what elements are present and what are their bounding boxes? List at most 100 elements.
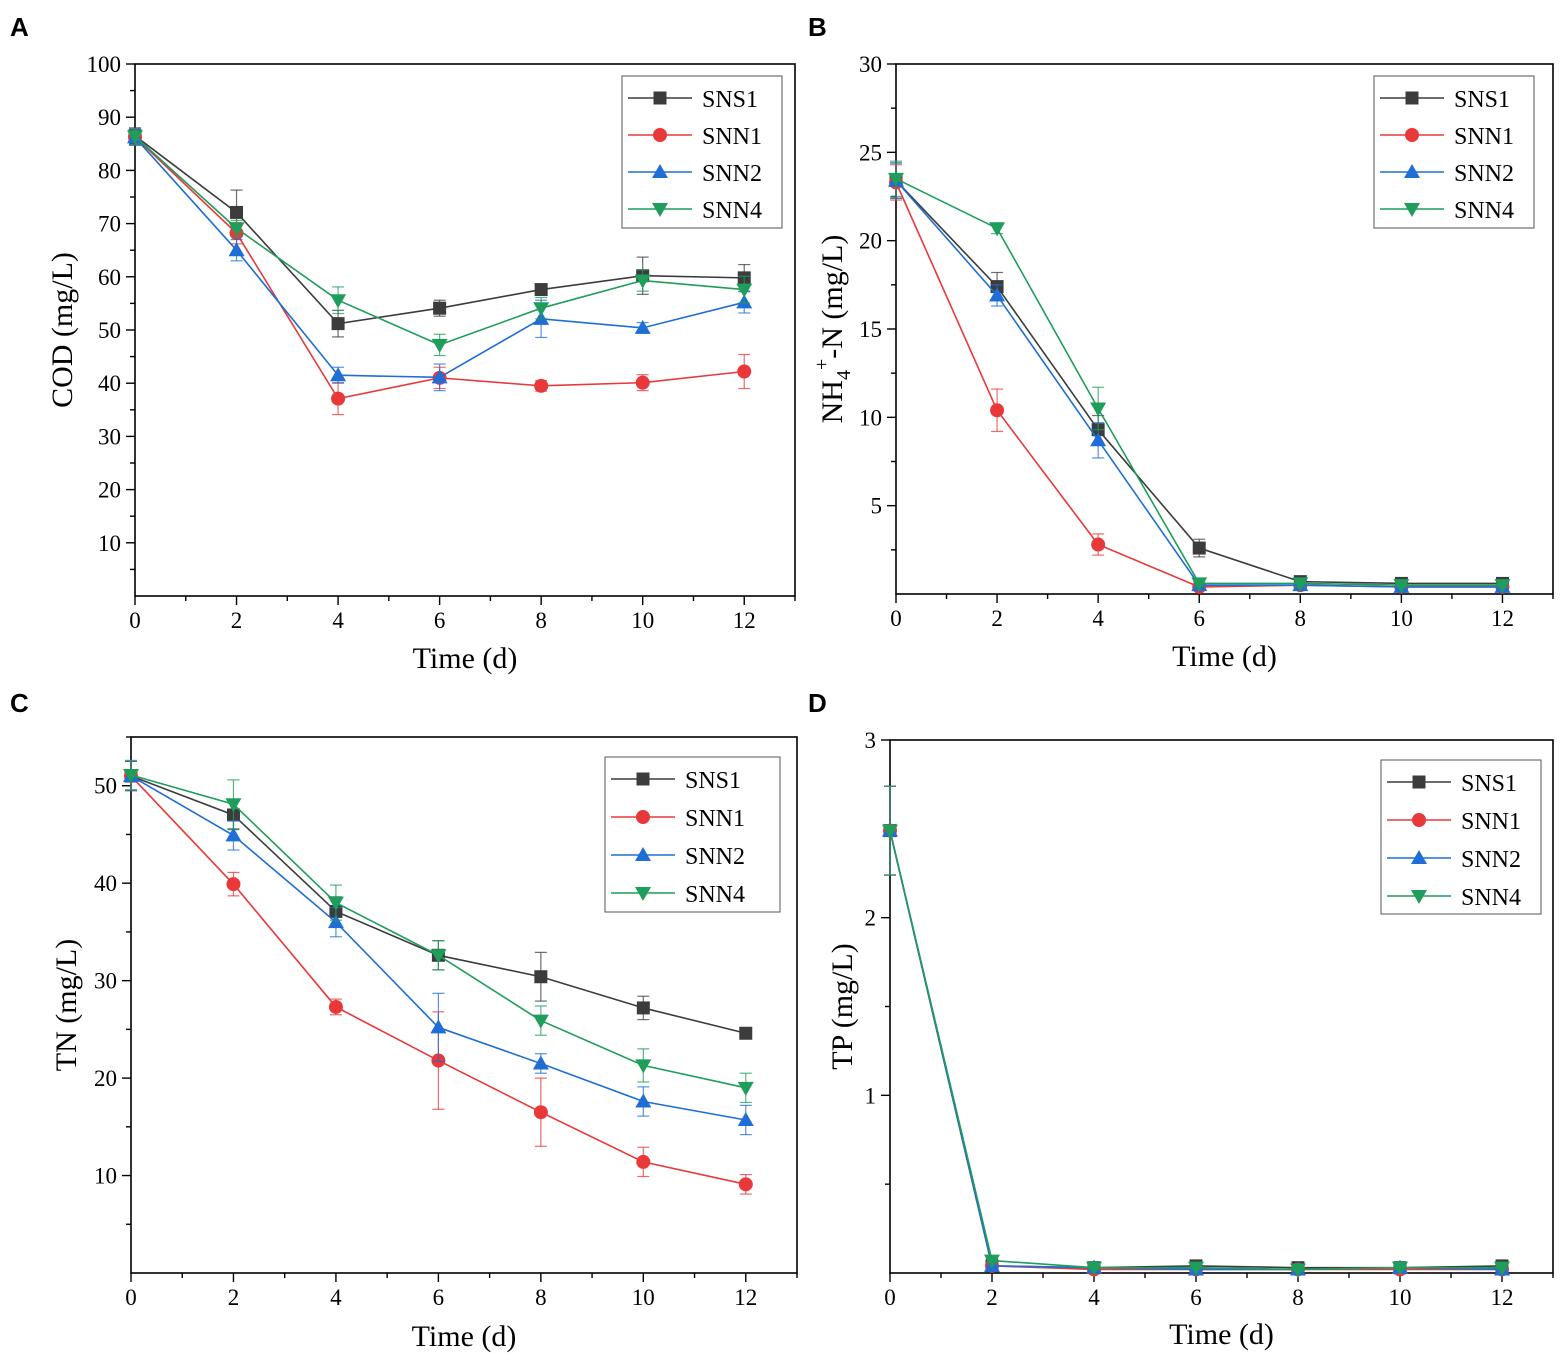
y-title-tail: -N (mg/L) [816, 235, 849, 359]
series-snn4 [888, 160, 1511, 594]
data-point [739, 1026, 753, 1040]
legend: SNS1 SNN1 SNN2 SNN4 [621, 75, 783, 229]
legend-label: SNN4 [1454, 198, 1514, 224]
x-tick-label: 6 [1193, 606, 1205, 631]
panel-a: A 0 2 4 6 8 10 12 10 20 30 40 50 60 70 80 90 100 Time (d) C… [10, 12, 796, 675]
y-axis: 1 2 3 [865, 728, 890, 1185]
y-tick-label: 80 [98, 158, 121, 183]
data-point [534, 283, 548, 297]
y-tick-label: 3 [865, 728, 877, 753]
data-point [430, 1019, 447, 1034]
data-point [737, 1111, 754, 1126]
x-tick-label: 4 [1092, 606, 1104, 631]
data-point [1188, 1261, 1204, 1276]
series-snn4 [127, 127, 753, 357]
series-snn4 [123, 759, 754, 1104]
legend-entry: SNN4 [1380, 198, 1514, 224]
x-tick-label: 8 [535, 1285, 547, 1310]
legend-label: SNS1 [1454, 87, 1510, 113]
legend-entry: SNN2 [1380, 161, 1514, 187]
legend-entry: SNN1 [1387, 809, 1521, 835]
data-point [984, 1254, 1000, 1269]
x-tick-label: 0 [884, 1285, 896, 1310]
y-tick-label: 60 [98, 265, 121, 290]
plot-frame [130, 736, 798, 1274]
data-point [882, 824, 898, 839]
legend-box [1373, 75, 1535, 229]
y-axis: 10 20 30 40 50 60 70 80 90 100 [87, 52, 135, 571]
legend-label: SNN2 [1461, 847, 1521, 873]
y-tick-label: 25 [859, 140, 882, 165]
legend: SNS1 SNN1 SNN2 SNN4 [604, 756, 781, 913]
series-snn4 [882, 785, 1510, 1278]
y-tick-label: 20 [98, 478, 121, 503]
data-point [228, 242, 245, 257]
data-point [1192, 541, 1206, 555]
legend-label: SNN2 [1454, 161, 1514, 187]
x-tick-label: 8 [1292, 1285, 1304, 1310]
legend-box [1380, 759, 1542, 915]
legend-entry: SNN1 [628, 124, 762, 150]
data-point [230, 205, 244, 219]
legend-label: SNN1 [702, 124, 762, 150]
data-point [1290, 1263, 1306, 1278]
data-point [1086, 1261, 1102, 1276]
x-axis-title: Time (d) [412, 1320, 517, 1353]
data-point [431, 369, 448, 384]
data-point [990, 403, 1005, 418]
legend: SNS1 SNN1 SNN2 SNN4 [1373, 75, 1535, 229]
y-tick-label: 30 [859, 52, 882, 77]
y-tick-label: 2 [865, 906, 877, 931]
data-point [533, 1105, 548, 1120]
panel-label: D [808, 688, 827, 718]
legend-marker [635, 847, 651, 861]
legend-marker [636, 772, 650, 786]
y-title-main: NH [816, 380, 849, 423]
y-tick-label: 1 [865, 1083, 877, 1108]
legend-label: SNN1 [1454, 124, 1514, 150]
legend-marker [652, 164, 668, 178]
data-point [737, 1081, 754, 1096]
y-tick-label: 30 [94, 969, 117, 994]
series-line [895, 182, 1503, 588]
data-point [634, 274, 651, 289]
legend-box [621, 75, 783, 229]
legend-marker [635, 887, 651, 901]
x-axis-title: Time (d) [1169, 1318, 1274, 1351]
plot-area [123, 759, 754, 1195]
series-line [895, 180, 1503, 588]
x-tick-label: 12 [734, 1285, 757, 1310]
x-tick-label: 10 [631, 608, 654, 633]
data-point [225, 798, 242, 813]
data-point [1090, 432, 1107, 447]
x-axis: 0 2 4 6 8 10 12 [890, 594, 1554, 631]
data-point [433, 301, 447, 315]
y-tick-label: 5 [871, 494, 883, 519]
x-tick-label: 12 [1491, 1285, 1514, 1310]
data-point [1090, 402, 1107, 417]
legend-marker [636, 810, 650, 824]
y-tick-label: 10 [859, 405, 882, 430]
data-point [431, 338, 448, 353]
data-point [738, 1177, 753, 1192]
legend-marker [652, 203, 668, 217]
x-tick-label: 12 [733, 608, 756, 633]
x-tick-label: 10 [632, 1285, 655, 1310]
legend-label: SNN4 [1461, 885, 1521, 911]
legend-label: SNN1 [685, 806, 745, 832]
legend-entry: SNN2 [611, 844, 745, 870]
y-tick-label: 10 [94, 1164, 117, 1189]
data-point [989, 222, 1006, 237]
y-axis-title: TN (mg/L) [50, 939, 83, 1071]
y-axis-title: TP (mg/L) [826, 943, 859, 1069]
panel-c: C 0 2 4 6 8 10 12 10 20 30 40 50 Time (d) TN (mg/L) SNS… [10, 688, 798, 1353]
x-tick-label: 4 [332, 608, 344, 633]
data-point [534, 970, 548, 984]
legend-entry: SNS1 [628, 87, 758, 113]
x-tick-label: 10 [1389, 1285, 1412, 1310]
data-point [532, 1014, 549, 1029]
x-axis: 0 2 4 6 8 10 12 [125, 1273, 798, 1310]
y-tick-label: 15 [859, 317, 882, 342]
